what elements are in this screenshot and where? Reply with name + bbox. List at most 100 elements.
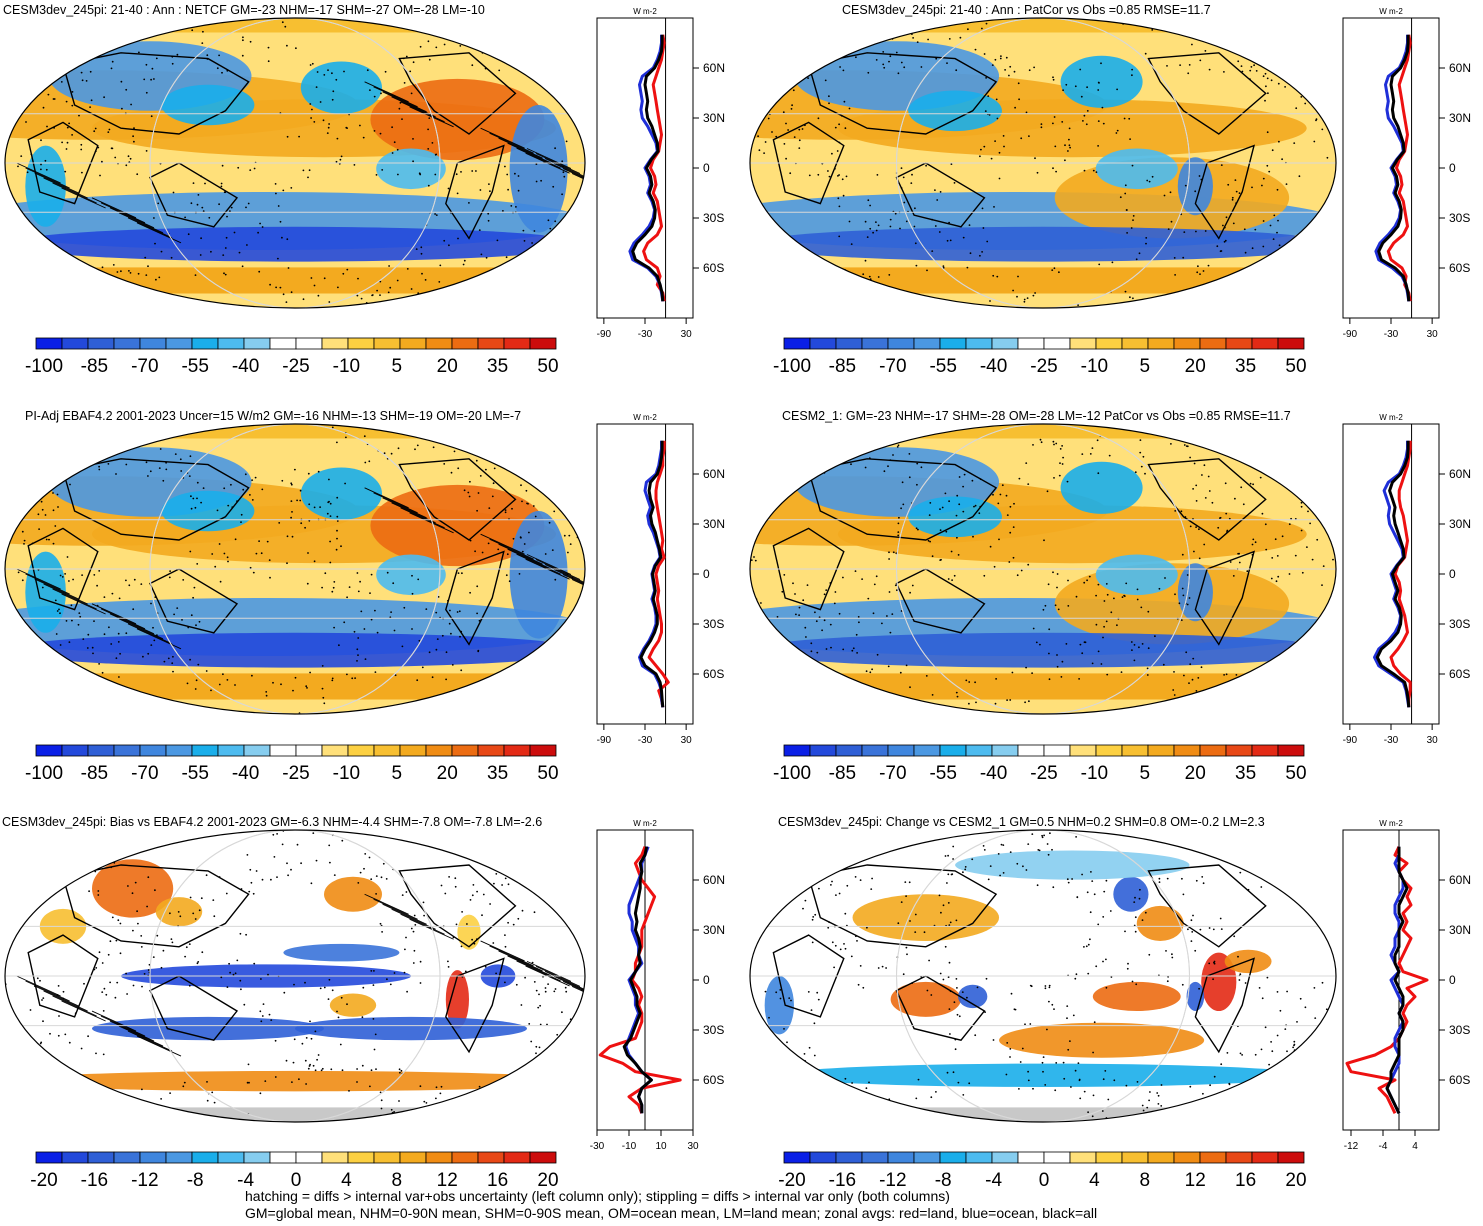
colorbar-swatch xyxy=(373,1151,401,1164)
arctic-band xyxy=(750,424,1336,439)
zonal-frame xyxy=(596,423,694,725)
map-frame xyxy=(4,17,586,309)
colorbar-tick-label: -10 xyxy=(1081,356,1108,377)
colorbar-swatch xyxy=(61,1151,89,1164)
lat-tick-label: 60N xyxy=(703,873,725,887)
colorbar-swatch xyxy=(965,1151,993,1164)
positive-anomaly-region xyxy=(370,78,545,161)
zonal-line-zonal_all xyxy=(1385,846,1409,1114)
colorbar-swatch xyxy=(809,1151,837,1164)
continent-outline xyxy=(445,550,505,646)
positive-anomaly-region xyxy=(1092,981,1181,1012)
zonal-line-zonal_ocean xyxy=(1385,846,1405,1114)
arctic-band xyxy=(5,18,585,33)
colorbar-tick-label: -8 xyxy=(935,1170,952,1191)
graticule xyxy=(5,424,585,714)
continent-outline xyxy=(62,458,250,541)
colorbar-tick-label: 20 xyxy=(437,763,458,784)
lat-tick-label: 30S xyxy=(703,617,724,631)
colorbar-swatch xyxy=(1251,1151,1279,1164)
map-field-3 xyxy=(5,424,585,714)
colorbar-swatch xyxy=(835,744,863,757)
footer-line-2: GM=global mean, NHM=0-90N mean, SHM=0-90… xyxy=(245,1205,1098,1221)
colorbar-tick-label: 8 xyxy=(392,1170,403,1191)
colorbar-tick-label: 50 xyxy=(1285,763,1306,784)
antarctica-mask xyxy=(750,1107,1336,1122)
x-tick-label: 30 xyxy=(681,329,693,340)
colorbar-tick-label: -55 xyxy=(929,763,956,784)
colorbar-swatch xyxy=(451,337,479,350)
graticule xyxy=(750,424,1336,714)
lat-tick-label: 30N xyxy=(1449,923,1471,937)
colorbar-swatch xyxy=(939,744,967,757)
continent-outline xyxy=(398,864,517,948)
zonal-mean-panel-1: 60N 30N 0 30S 60S -90 -30 30 W m-2 xyxy=(596,7,725,340)
negative-anomaly-region xyxy=(764,976,794,1035)
x-tick-label: -12 xyxy=(1344,1141,1359,1152)
map-panel-4 xyxy=(749,423,1337,715)
colorbar-swatch xyxy=(269,1151,297,1164)
negative-anomaly-region xyxy=(92,1016,324,1041)
colorbar-swatch xyxy=(451,1151,479,1164)
colorbar-tick-label: -25 xyxy=(282,356,309,377)
continent-outline xyxy=(1147,458,1267,541)
colorbar-swatch xyxy=(1199,1151,1227,1164)
colorbar-swatch xyxy=(1199,744,1227,757)
x-tick-label: 10 xyxy=(655,1141,667,1152)
colorbar-tick-label: 5 xyxy=(1140,763,1151,784)
colorbar-swatch xyxy=(809,744,837,757)
negative-anomaly-region xyxy=(5,632,585,668)
colorbar-1: -100 -85 -70 -55 -40 -25 -10 5 20 35 50 xyxy=(25,337,559,377)
colorbar-swatch xyxy=(113,744,141,757)
colorbar-tick-label: -70 xyxy=(131,356,158,377)
lat-tick-label: 30N xyxy=(703,517,725,531)
colorbar-tick-label: -16 xyxy=(81,1170,108,1191)
colorbar-swatch xyxy=(1121,1151,1149,1164)
colorbar-tick-label: 35 xyxy=(487,763,508,784)
colorbar-swatch xyxy=(809,337,837,350)
stippling xyxy=(750,435,1334,705)
positive-anomaly-region xyxy=(92,859,174,918)
x-tick-label: -4 xyxy=(1379,1141,1388,1152)
zonal-mean-panel-6: 60N 30N 0 30S 60S -12 -4 4 W m-2 xyxy=(1342,819,1471,1152)
continent-outline xyxy=(502,840,552,872)
colorbar-tick-label: -85 xyxy=(81,356,108,377)
zonal-line-zonal_land xyxy=(642,34,666,302)
positive-anomaly-region xyxy=(999,1022,1205,1058)
colorbar-swatch xyxy=(1043,1151,1071,1164)
colorbar-swatch xyxy=(939,1151,967,1164)
colorbar-swatch xyxy=(243,337,271,350)
negative-anomaly-region xyxy=(300,467,382,520)
zonal-line-zonal_all xyxy=(631,34,665,302)
colorbar-swatch xyxy=(529,337,557,350)
negative-anomaly-region xyxy=(1060,461,1143,514)
colorbar-tick-label: 5 xyxy=(1140,356,1151,377)
map-frame xyxy=(749,17,1337,309)
colorbar-swatch xyxy=(61,337,89,350)
colorbar-tick-label: -85 xyxy=(829,356,856,377)
continent-outline xyxy=(27,121,99,205)
colorbar-swatch xyxy=(139,337,167,350)
colorbar-tick-label: 20 xyxy=(1185,763,1206,784)
colorbar-swatch xyxy=(35,1151,63,1164)
continent-outline xyxy=(772,121,845,205)
x-tick-label: -90 xyxy=(1343,329,1358,340)
panel-3-title: PI-Adj EBAF4.2 2001-2023 Uncer=15 W/m2 G… xyxy=(25,409,522,423)
zonal-line-zonal_all xyxy=(1375,440,1411,708)
units-label: W m-2 xyxy=(1379,819,1403,828)
negative-anomaly-region xyxy=(958,984,988,1009)
positive-anomaly-region xyxy=(509,105,568,233)
colorbar-swatch xyxy=(217,744,245,757)
negative-anomaly-region xyxy=(1113,876,1149,912)
colorbar-swatch xyxy=(399,1151,427,1164)
colorbar-swatch xyxy=(1277,1151,1305,1164)
colorbar-tick-label: -10 xyxy=(333,356,360,377)
colorbar-swatch xyxy=(191,337,219,350)
colorbar-swatch xyxy=(347,744,375,757)
antarctic-band xyxy=(750,267,1336,294)
colorbar-swatch xyxy=(835,337,863,350)
zonal-line-zonal_land xyxy=(1386,34,1412,302)
stippling xyxy=(17,426,579,714)
colorbar-swatch xyxy=(425,744,453,757)
x-tick-label: 4 xyxy=(1412,1141,1418,1152)
